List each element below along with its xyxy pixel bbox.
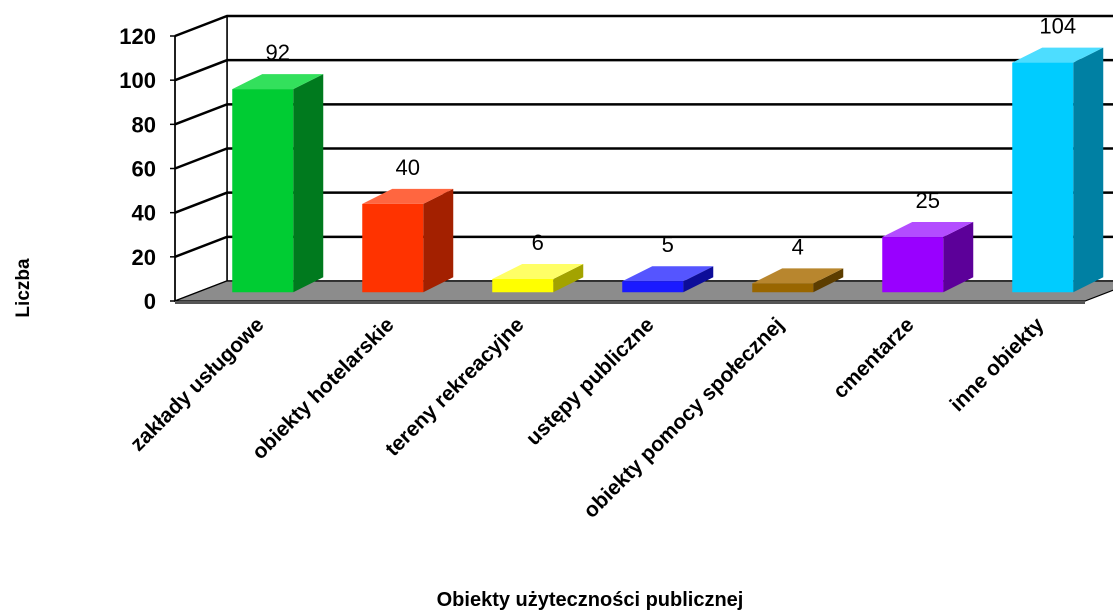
bar-front xyxy=(882,237,944,293)
gridline xyxy=(174,103,1113,126)
bar-top xyxy=(882,222,974,238)
bar-2 xyxy=(492,264,584,293)
category-label: inne obiekty xyxy=(946,313,1049,416)
bar-side xyxy=(293,74,324,293)
bar-front xyxy=(622,281,684,293)
bar-top xyxy=(1012,47,1104,63)
bar-front xyxy=(362,203,424,293)
bar-top xyxy=(752,268,844,284)
y-axis-label: Liczba xyxy=(13,258,34,318)
y-tick-label: 120 xyxy=(119,24,156,49)
bar-1 xyxy=(362,188,454,293)
bar-top xyxy=(232,74,324,90)
gridlines xyxy=(174,14,1113,259)
bar-side xyxy=(813,268,844,293)
data-label: 6 xyxy=(532,230,544,255)
bar-front xyxy=(1012,62,1074,293)
y-tick-label: 0 xyxy=(144,289,156,314)
bar-0 xyxy=(232,74,324,293)
gridline xyxy=(174,58,1113,82)
y-tick-labels: 0 20 40 60 80 100 120 xyxy=(119,24,175,314)
data-label: 4 xyxy=(792,234,804,259)
x-axis-label: Obiekty użyteczności publicznej xyxy=(437,589,744,611)
bar-side xyxy=(553,264,584,293)
category-label: tereny rekreacyjne xyxy=(381,313,529,461)
gridline xyxy=(174,191,1113,214)
data-label: 92 xyxy=(266,40,290,65)
bar-4 xyxy=(752,268,844,293)
y-tick-label: 80 xyxy=(132,112,156,137)
category-label: zakłady usługowe xyxy=(126,313,269,456)
bar-side xyxy=(1073,47,1104,293)
bar-top xyxy=(622,266,714,282)
y-tick-label: 20 xyxy=(132,245,156,270)
gridline xyxy=(174,14,1113,38)
category-label: ustępy publiczne xyxy=(522,313,659,450)
floor-edge xyxy=(175,301,1085,304)
y-tick-label: 100 xyxy=(119,68,156,93)
gridline xyxy=(174,235,1113,259)
bar-3 xyxy=(622,266,714,293)
bar-top xyxy=(492,264,584,279)
bar-front xyxy=(752,283,814,293)
data-label: 40 xyxy=(396,155,420,180)
data-label: 5 xyxy=(662,232,674,257)
bar-front xyxy=(492,279,554,293)
bar-top xyxy=(362,188,454,204)
bars xyxy=(232,47,1104,293)
bar-side xyxy=(423,188,454,293)
bar-side xyxy=(683,266,714,293)
data-label: 25 xyxy=(916,188,940,213)
y-tick-label: 40 xyxy=(132,201,156,226)
data-label: 104 xyxy=(1039,14,1076,39)
category-label: cmentarze xyxy=(829,313,919,403)
bar-side xyxy=(943,222,974,293)
bar-6 xyxy=(1012,47,1104,293)
bar-front xyxy=(232,89,294,293)
bar-5 xyxy=(882,222,974,293)
data-labels: 92 40 6 5 4 25 104 xyxy=(266,14,1077,260)
category-label: obiekty hotelarskie xyxy=(248,313,399,464)
gridline xyxy=(174,147,1113,170)
y-tick-label: 60 xyxy=(132,157,156,182)
